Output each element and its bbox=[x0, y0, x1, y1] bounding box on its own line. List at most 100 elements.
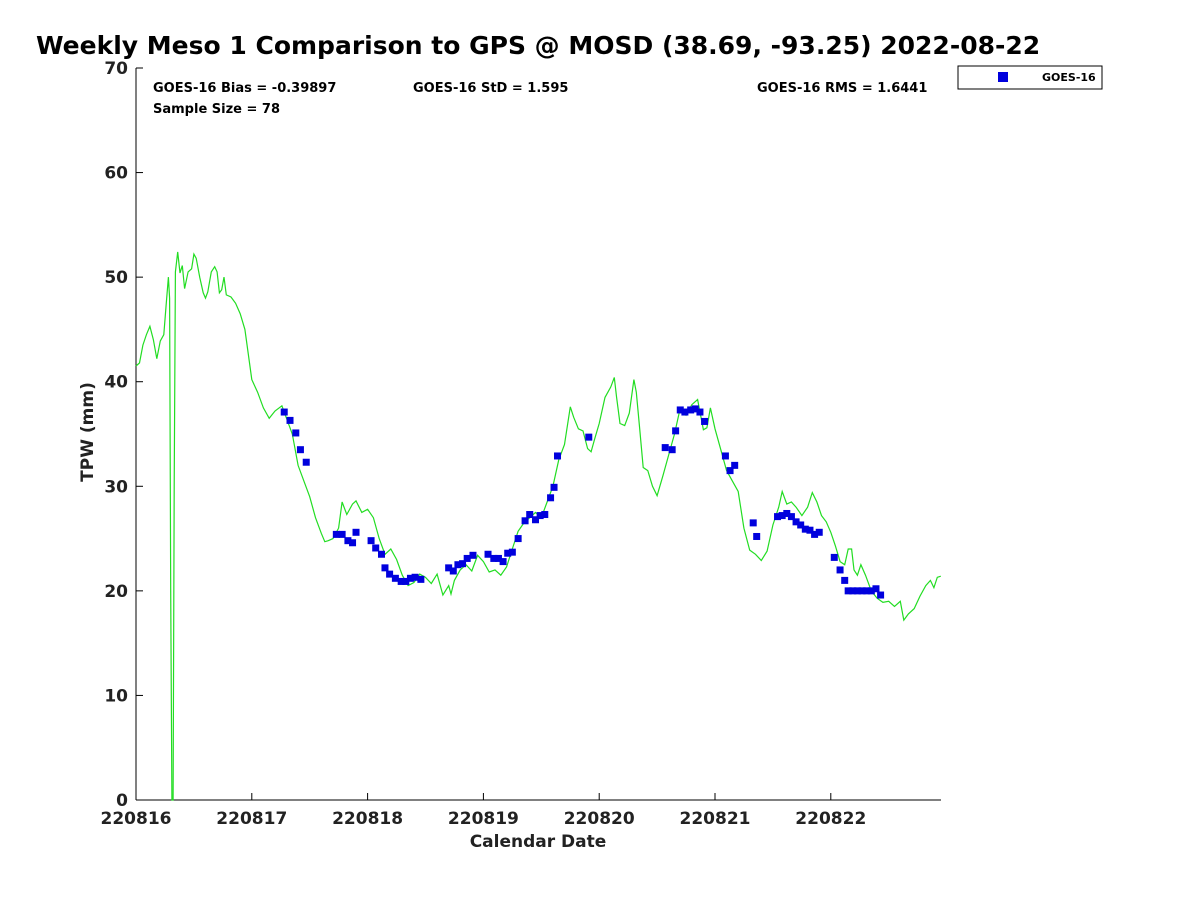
goes-16-data-point bbox=[844, 587, 852, 595]
goes-16-data-point bbox=[397, 577, 405, 585]
goes-16-data-point bbox=[296, 446, 304, 454]
x-tick-label: 220820 bbox=[564, 809, 635, 829]
goes-16-data-point bbox=[721, 452, 729, 460]
goes-16-data-point bbox=[691, 405, 699, 413]
goes-16-data-point bbox=[811, 530, 819, 538]
goes-16-data-point bbox=[863, 587, 871, 595]
y-tick-label: 20 bbox=[104, 582, 128, 602]
goes-16-data-point bbox=[801, 525, 809, 533]
goes-16-data-point bbox=[367, 537, 375, 545]
goes-16-data-point bbox=[508, 548, 516, 556]
goes-16-data-point bbox=[701, 417, 709, 425]
y-axis-label: TPW (mm) bbox=[78, 382, 98, 482]
x-tick-label: 220816 bbox=[101, 809, 172, 829]
y-ticks: 0 10 20 30 40 50 60 70 bbox=[104, 59, 143, 811]
goes-16-data-point bbox=[463, 554, 471, 562]
goes-16-data-point bbox=[484, 550, 492, 558]
plot-area bbox=[135, 68, 941, 801]
goes-16-data-point bbox=[402, 577, 410, 585]
goes-16-data-point bbox=[499, 558, 507, 566]
goes-16-data-point bbox=[521, 517, 529, 525]
goes-16-data-point bbox=[753, 532, 761, 540]
goes-16-data-point bbox=[815, 528, 823, 536]
goes-16-data-point bbox=[406, 574, 414, 582]
goes-16-data-point bbox=[386, 570, 394, 578]
goes-16-data-point bbox=[302, 458, 310, 466]
goes-16-data-point bbox=[381, 564, 389, 572]
goes-16-data-point bbox=[661, 444, 669, 452]
goes-16-data-point bbox=[454, 561, 462, 569]
y-tick-label: 10 bbox=[104, 686, 128, 706]
x-tick-label: 220821 bbox=[680, 809, 751, 829]
goes-16-data-point bbox=[532, 516, 540, 524]
goes-16-data-point bbox=[372, 544, 380, 552]
goes-16-data-point bbox=[449, 567, 457, 575]
goes-16-data-point bbox=[797, 521, 805, 529]
bias-stat: GOES-16 Bias = -0.39897 bbox=[153, 81, 336, 96]
goes-16-data-point bbox=[554, 452, 562, 460]
goes-16-data-point bbox=[541, 511, 549, 519]
goes-16-data-point bbox=[774, 513, 782, 521]
legend-box bbox=[957, 65, 1103, 90]
goes-16-data-point bbox=[585, 433, 593, 441]
series-layer bbox=[135, 251, 941, 801]
goes-16-data-point bbox=[787, 513, 795, 521]
goes-16-data-point bbox=[877, 591, 885, 599]
rms-stat: GOES-16 RMS = 1.6441 bbox=[757, 81, 927, 96]
gps-series-line bbox=[135, 251, 941, 801]
goes-16-data-point bbox=[504, 549, 512, 557]
x-ticks: 220816 220817 220818 220819 220820 220821 2208… bbox=[101, 793, 866, 829]
legend-marker bbox=[998, 72, 1008, 82]
goes-16-data-point bbox=[726, 467, 734, 475]
goes-16-data-point bbox=[547, 494, 555, 502]
goes-16-data-point bbox=[526, 511, 534, 519]
goes-16-data-point bbox=[687, 406, 695, 414]
goes-16-data-point bbox=[494, 554, 502, 562]
goes-16-data-point bbox=[445, 564, 453, 572]
goes-16-data-point bbox=[830, 553, 838, 561]
goes-16-data-point bbox=[792, 518, 800, 526]
goes-16-data-point bbox=[514, 535, 522, 543]
goes-16-data-point bbox=[681, 408, 689, 416]
y-tick-label: 30 bbox=[104, 477, 128, 497]
goes-16-data-point bbox=[806, 526, 814, 534]
goes-16-data-point bbox=[349, 539, 357, 547]
goes-16-data-point bbox=[391, 574, 399, 582]
x-tick-label: 220818 bbox=[332, 809, 403, 829]
goes-16-data-point bbox=[676, 406, 684, 414]
goes-16-data-point bbox=[749, 519, 757, 527]
sample-size-stat: Sample Size = 78 bbox=[153, 102, 280, 117]
goes-16-data-point bbox=[550, 483, 558, 491]
x-tick-label: 220817 bbox=[216, 809, 287, 829]
std-stat: GOES-16 StD = 1.595 bbox=[413, 81, 568, 96]
goes-16-data-point bbox=[668, 446, 676, 454]
goes-16-data-point bbox=[286, 416, 294, 424]
goes-16-data-point bbox=[731, 461, 739, 469]
goes-16-data-point bbox=[377, 550, 385, 558]
goes-16-data-point bbox=[849, 587, 857, 595]
x-tick-label: 220822 bbox=[795, 809, 866, 829]
goes-16-data-point bbox=[292, 429, 300, 437]
goes-16-data-point bbox=[696, 408, 704, 416]
x-axis-label: Calendar Date bbox=[470, 832, 607, 852]
y-tick-label: 70 bbox=[104, 59, 128, 79]
goes-16-data-point bbox=[417, 575, 425, 583]
y-tick-label: 60 bbox=[104, 164, 128, 184]
goes-16-data-point bbox=[338, 530, 346, 538]
goes-16-data-point bbox=[490, 554, 498, 562]
goes-16-data-point bbox=[783, 509, 791, 517]
goes-16-data-point bbox=[469, 551, 477, 559]
goes-16-data-point bbox=[344, 537, 352, 545]
goes-16-data-point bbox=[352, 528, 360, 536]
goes-16-data-point bbox=[841, 576, 849, 584]
goes-16-data-point bbox=[672, 427, 680, 435]
goes-16-data-point bbox=[858, 587, 866, 595]
y-tick-label: 40 bbox=[104, 373, 128, 393]
goes-16-data-point bbox=[536, 512, 544, 520]
y-tick-label: 0 bbox=[116, 791, 128, 811]
goes-16-data-point bbox=[836, 566, 844, 574]
goes-16-data-point bbox=[459, 560, 467, 568]
goes-16-data-point bbox=[867, 587, 875, 595]
legend: GOES-16 bbox=[957, 65, 1103, 90]
